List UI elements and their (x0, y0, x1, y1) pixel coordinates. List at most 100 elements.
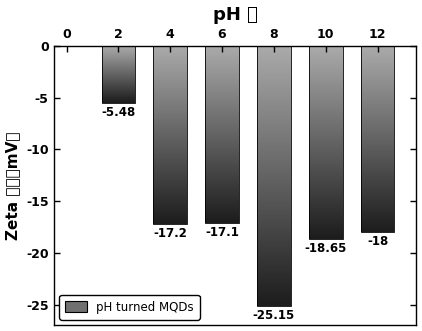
Bar (205, 58, 239, 59)
Bar (257, 282, 291, 283)
Bar (361, 221, 395, 222)
Bar (257, 190, 291, 192)
Bar (309, 156, 343, 157)
Bar (361, 71, 395, 72)
Bar (257, 284, 291, 285)
Bar (205, 101, 239, 102)
Bar (361, 190, 395, 191)
Bar (361, 129, 395, 130)
Bar (205, 46, 239, 47)
Bar (153, 120, 187, 121)
Bar (361, 99, 395, 100)
Bar (309, 166, 343, 167)
Bar (309, 232, 343, 233)
Bar (153, 104, 187, 105)
Bar (361, 173, 395, 174)
Bar (153, 212, 187, 213)
Bar (205, 75, 239, 76)
Bar (257, 145, 291, 146)
Bar (361, 147, 395, 148)
Bar (309, 127, 343, 128)
Bar (153, 103, 187, 104)
Bar (205, 182, 239, 183)
Bar (361, 78, 395, 79)
Bar (361, 157, 395, 158)
Bar (153, 144, 187, 145)
Bar (309, 46, 343, 47)
Bar (361, 111, 395, 112)
Bar (257, 179, 291, 180)
Bar (257, 74, 291, 76)
Bar (153, 196, 187, 197)
Bar (309, 51, 343, 52)
Bar (205, 200, 239, 201)
Bar (153, 131, 187, 132)
Bar (205, 66, 239, 67)
Bar (153, 119, 187, 120)
Bar (153, 107, 187, 108)
Bar (205, 212, 239, 213)
Bar (153, 185, 187, 186)
Bar (361, 139, 395, 140)
Bar (309, 77, 343, 78)
Bar (309, 176, 343, 177)
Bar (361, 204, 395, 205)
Bar (153, 180, 187, 181)
Bar (309, 220, 343, 221)
Bar (205, 93, 239, 94)
Bar (361, 65, 395, 66)
Bar (153, 140, 187, 141)
Bar (153, 95, 187, 96)
Bar (153, 52, 187, 53)
Bar (153, 167, 187, 168)
Bar (205, 166, 239, 167)
Bar (309, 142, 343, 143)
Bar (309, 238, 343, 239)
Bar (257, 108, 291, 110)
Bar (257, 264, 291, 266)
Bar (309, 138, 343, 139)
Bar (153, 74, 187, 75)
Bar (257, 276, 291, 278)
Bar (257, 125, 291, 126)
Bar (205, 102, 239, 103)
Bar (205, 161, 239, 162)
Bar (257, 248, 291, 249)
Bar (309, 99, 343, 100)
Bar (153, 135, 187, 136)
Y-axis label: Zeta 电势（mV）: Zeta 电势（mV） (5, 131, 21, 240)
Bar (309, 210, 343, 211)
Bar (309, 56, 343, 57)
Bar (153, 55, 187, 56)
Bar (309, 79, 343, 80)
Bar (257, 188, 291, 189)
Bar (153, 130, 187, 131)
Bar (309, 160, 343, 161)
Bar (153, 124, 187, 125)
Bar (309, 194, 343, 195)
Bar (257, 203, 291, 205)
Bar (361, 53, 395, 54)
Bar (361, 152, 395, 153)
Bar (153, 178, 187, 179)
Bar (205, 57, 239, 58)
Bar (205, 94, 239, 95)
Bar (257, 268, 291, 270)
Bar (309, 114, 343, 115)
Bar (361, 86, 395, 87)
Bar (309, 191, 343, 192)
Bar (153, 183, 187, 184)
Bar (205, 87, 239, 88)
Bar (257, 86, 291, 87)
Bar (205, 48, 239, 49)
Bar (257, 272, 291, 274)
Bar (309, 199, 343, 200)
Bar (153, 46, 187, 224)
Bar (309, 221, 343, 222)
Bar (361, 72, 395, 73)
Bar (309, 49, 343, 50)
Bar (257, 260, 291, 261)
Bar (153, 81, 187, 82)
Bar (205, 185, 239, 186)
Bar (361, 63, 395, 64)
